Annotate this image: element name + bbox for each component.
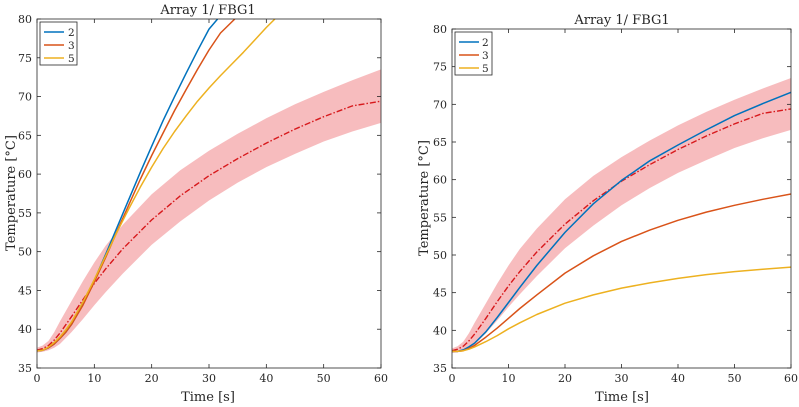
y-tick-label: 35 [433,362,447,375]
mean-curve [37,100,381,351]
y-tick-label: 50 [433,249,447,262]
x-tick-label: 40 [671,372,685,385]
legend-label: 3 [68,40,75,52]
y-tick-label: 70 [433,98,447,111]
y-axis-label: Temperature [°C] [4,135,19,251]
chart-right: 0 10 20 30 40 50 60 35 40 45 50 55 60 65 70 75 80 Array … [417,13,798,405]
y-tick-label: 75 [433,61,447,74]
legend-label: 2 [482,37,489,49]
y-tick-label: 70 [18,91,32,104]
x-tick-label: 30 [615,372,629,385]
y-tick-label: 65 [18,129,32,142]
y-tick-label: 80 [18,13,32,26]
confidence-band [452,78,791,353]
x-tick-label: 50 [317,372,331,385]
plot-area [452,78,791,353]
chart-left: 0 10 20 30 40 50 60 35 40 45 50 55 60 65 70 75 80 Array … [4,3,388,405]
y-tick-label: 55 [18,207,32,220]
y-tick-label: 60 [18,168,32,181]
legend-label: 5 [68,53,75,65]
x-axis-label: Time [s] [181,390,235,405]
y-tick-label: 50 [18,246,32,259]
y-tick-label: 65 [433,136,447,149]
x-tick-label: 10 [502,372,516,385]
series-line-3 [452,193,791,353]
x-tick-label: 0 [449,372,456,385]
y-tick-label: 55 [433,211,447,224]
x-axis-label: Time [s] [595,390,649,405]
y-tick-label: 35 [18,362,32,375]
chart-title: Array 1/ FBG1 [573,13,669,28]
y-tick-label: 60 [433,174,447,187]
plot-area [37,19,381,353]
y-tick-label: 45 [18,284,32,297]
legend-label: 5 [482,63,489,75]
confidence-band [37,69,381,353]
x-tick-label: 0 [34,372,41,385]
y-axis-label: Temperature [°C] [417,140,432,256]
x-tick-label: 30 [202,372,216,385]
x-tick-label: 60 [374,372,388,385]
x-tick-label: 40 [259,372,273,385]
series-line-5 [452,266,791,353]
mean-curve [452,108,791,352]
legend-label: 3 [482,50,489,62]
y-tick-label: 40 [433,324,447,337]
chart-title: Array 1/ FBG1 [159,3,255,18]
x-tick-label: 10 [87,372,101,385]
x-tick-label: 60 [784,372,798,385]
y-tick-label: 75 [18,52,32,65]
y-tick-label: 40 [18,323,32,336]
series-line-2 [452,91,791,353]
x-tick-label: 20 [558,372,572,385]
legend-label: 2 [68,27,75,39]
y-tick-label: 80 [433,23,447,36]
series-line-5 [37,19,276,352]
x-tick-label: 20 [145,372,159,385]
y-tick-label: 45 [433,287,447,300]
x-tick-label: 50 [728,372,742,385]
